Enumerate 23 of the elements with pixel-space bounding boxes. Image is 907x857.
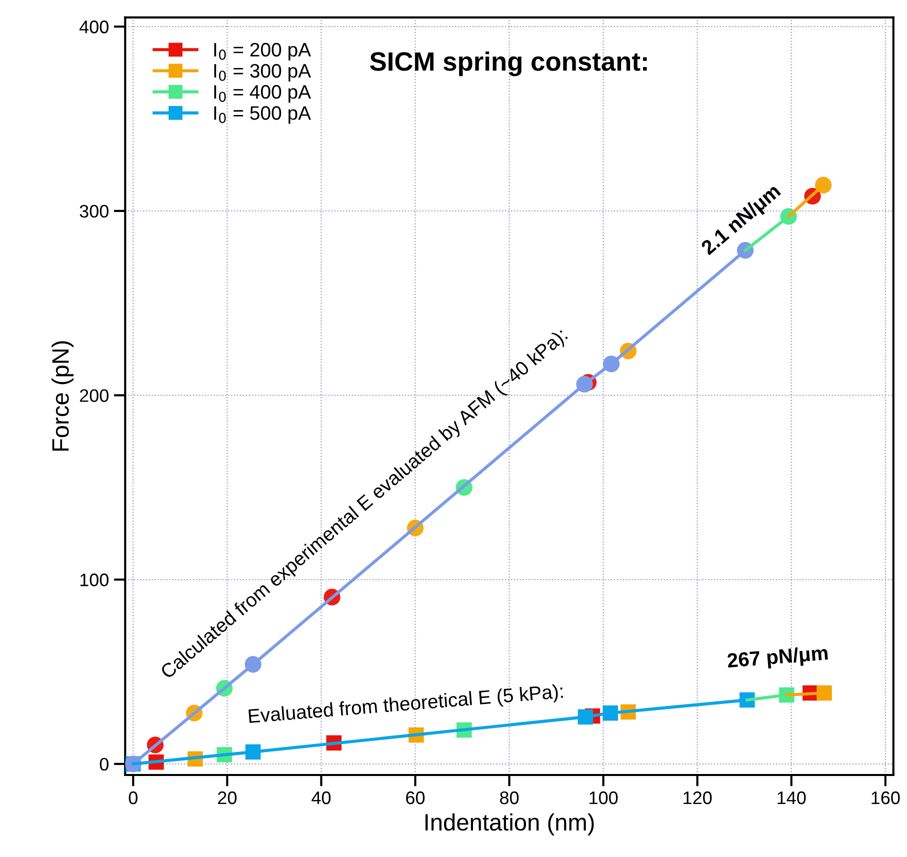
y-axis-title: Force (pN) — [52, 341, 74, 451]
annotation: 267 pN/μm — [727, 644, 828, 672]
annotation: Evaluated from theoretical E (5 kPa): — [248, 684, 564, 727]
y-tick-label: 300 — [80, 204, 108, 218]
x-axis-title: Indentation (nm) — [426, 813, 594, 836]
x-tick-label: 120 — [684, 791, 712, 804]
y-tick-label: 400 — [79, 20, 108, 34]
x-tick-label: 160 — [872, 791, 900, 804]
x-tick-label: 60 — [406, 791, 425, 804]
x-tick-label: 100 — [590, 791, 618, 804]
x-tick-label: 0 — [128, 791, 138, 804]
x-tick-label: 80 — [500, 791, 519, 804]
legend-label: I$_{0}$ = 300 pA — [214, 64, 312, 82]
legend-label: I$_{0}$ = 200 pA — [214, 42, 312, 60]
x-tick-label: 20 — [218, 791, 237, 804]
x-tick-label: 40 — [312, 791, 331, 804]
y-tick-label: 0 — [100, 758, 108, 771]
legend-label: I$_{0}$ = 500 pA — [214, 106, 312, 124]
legend-label: I$_{0}$ = 400 pA — [214, 85, 312, 103]
y-tick-label: 200 — [80, 389, 108, 402]
text: SICM spring constant: — [370, 51, 647, 76]
x-tick-label: 140 — [778, 791, 806, 804]
y-tick-label: 100 — [80, 574, 108, 586]
